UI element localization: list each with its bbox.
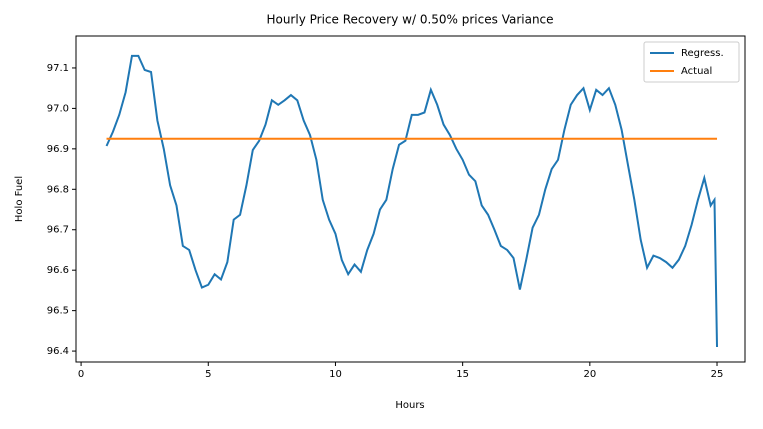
x-tick-label: 10 [329,369,342,380]
x-tick-label: 0 [78,369,84,380]
y-tick-label: 96.9 [47,144,69,155]
x-tick-label: 20 [583,369,596,380]
y-tick-label: 96.5 [47,306,69,317]
y-tick-label: 96.8 [47,184,69,195]
y-tick-label: 96.6 [47,265,69,276]
x-axis-label: Hours [395,400,424,411]
y-tick-label: 97.0 [47,103,69,114]
series-line [105,54,719,348]
chart-title: Hourly Price Recovery w/ 0.50% prices Va… [266,13,553,27]
plot-frame [75,35,746,363]
y-tick-label: 97.1 [47,63,69,74]
y-axis-label: Holo Fuel [14,176,25,222]
x-tick-label: 25 [711,369,724,380]
legend-label: Regress. [681,48,724,59]
legend-label: Actual [681,66,712,77]
y-tick-label: 96.7 [47,225,69,236]
x-tick-label: 15 [456,369,469,380]
y-tick-label: 96.4 [47,346,69,357]
x-tick-label: 5 [205,369,211,380]
